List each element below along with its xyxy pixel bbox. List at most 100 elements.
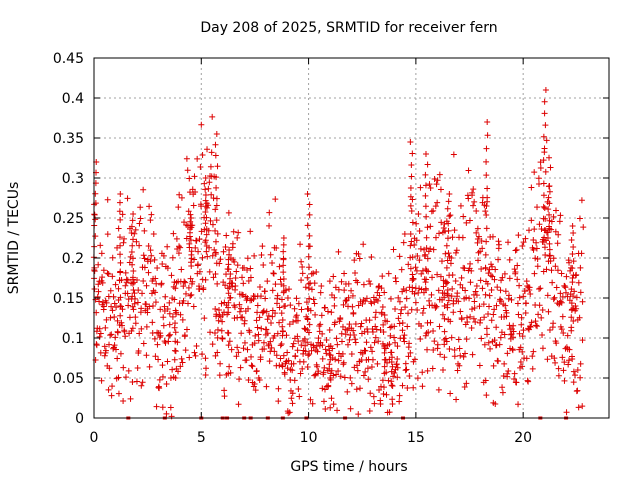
data-point [300,358,307,365]
data-point [164,358,171,365]
data-point [436,230,443,237]
data-point [120,398,127,405]
data-point [176,243,183,250]
data-point [449,285,456,292]
data-point [525,378,532,385]
data-point [298,258,305,265]
data-point [510,328,517,335]
peak-point [203,225,210,232]
data-point [505,368,512,375]
peak-point [483,212,490,219]
data-point [99,299,106,306]
data-point [138,305,145,312]
data-point [317,321,324,328]
data-point [493,324,500,331]
data-point [244,267,251,274]
data-point [457,202,464,209]
data-point [352,339,359,346]
data-point [467,260,474,267]
data-point [328,309,335,316]
data-point [110,345,117,352]
data-point [373,326,380,333]
data-point [101,352,108,359]
data-point [388,382,395,389]
data-point [320,369,327,376]
data-point [159,261,166,268]
peak-point [407,231,414,238]
peak-point [423,234,430,241]
data-point [279,363,286,370]
trough-point [381,363,388,370]
data-point [511,370,518,377]
data-point [483,325,490,332]
data-point [506,256,513,263]
peak-point [569,279,576,286]
data-point [475,257,482,264]
data-point [108,392,115,399]
data-point [163,410,170,417]
data-point [263,308,270,315]
data-point [552,228,559,235]
peak-point [482,291,489,298]
peak-point [544,235,551,242]
data-point [176,191,183,198]
peak-point [213,217,220,224]
peak-point [424,161,431,168]
data-point [129,325,136,332]
data-point [444,290,451,297]
data-point [560,367,567,374]
data-point [352,321,359,328]
data-point [427,245,434,252]
data-point [402,367,409,374]
data-point [191,173,198,180]
data-point [529,365,536,372]
data-point [369,356,376,363]
data-point [159,362,166,369]
data-point [319,385,326,392]
trough-point [327,356,334,363]
data-point [495,256,502,263]
data-point [416,285,423,292]
data-point [537,159,544,166]
data-point [580,224,587,231]
data-point [321,364,328,371]
data-point [198,121,205,128]
peak-point [116,234,123,241]
peak-point [117,191,124,197]
data-point [195,248,202,255]
data-point [471,198,478,205]
data-point [496,241,503,248]
data-point [482,377,489,384]
data-point [141,227,148,234]
data-point [531,169,538,176]
data-point [487,272,494,279]
data-point [463,380,470,387]
data-point [208,191,215,198]
data-point [172,348,179,355]
data-point [471,298,478,305]
data-point [392,305,399,312]
data-point [225,330,232,337]
data-point [247,265,254,272]
trough-point [389,363,396,370]
data-point [333,371,340,378]
data-point [101,343,108,350]
data-point [111,342,118,349]
peak-point [188,215,195,221]
data-point [326,278,333,285]
peak-point [546,240,553,247]
data-point [134,299,141,306]
peak-point [482,265,489,272]
data-point [261,288,268,295]
data-point [534,263,541,270]
peak-point [115,225,122,232]
data-point [183,235,190,242]
data-point [140,252,147,259]
data-point [102,347,109,354]
data-point [557,298,564,305]
data-point [241,317,248,324]
data-point [548,267,555,274]
data-point [518,321,525,328]
data-point [419,309,426,316]
data-point [160,322,167,329]
